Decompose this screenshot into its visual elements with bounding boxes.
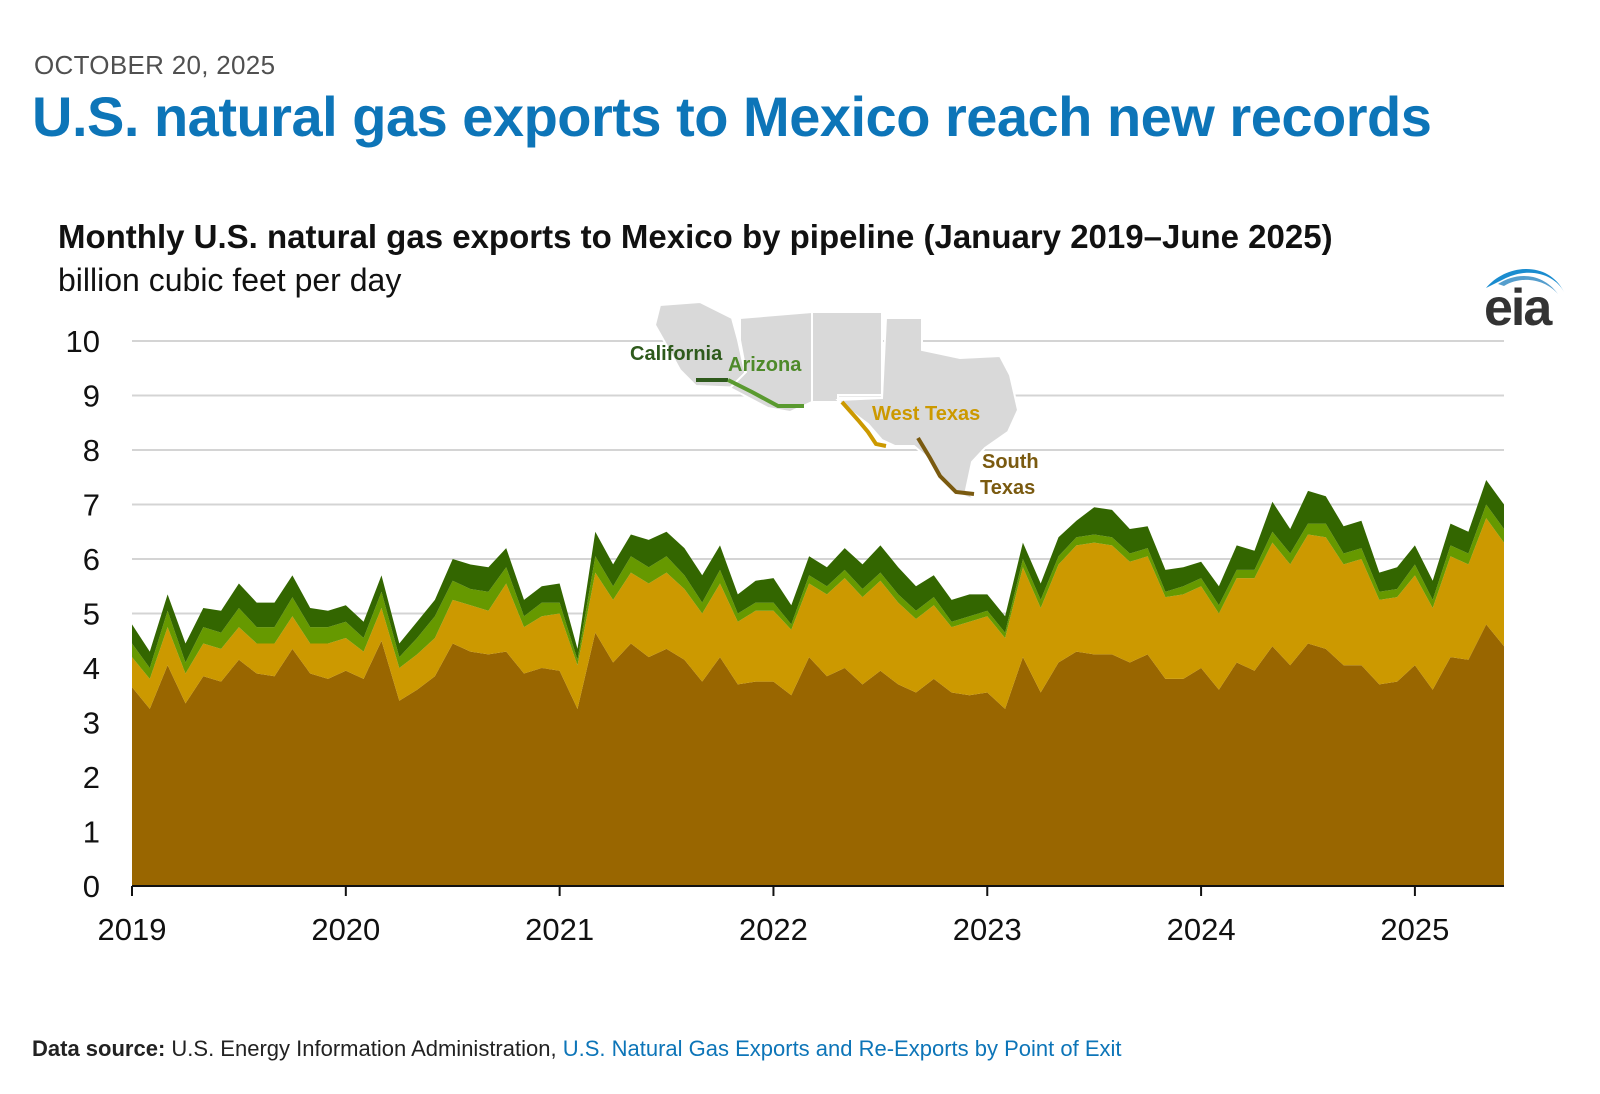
x-tick-label-2021: 2021 [525,912,594,947]
area-west-texas [132,518,1504,709]
logo-text: eia [1484,279,1552,337]
x-tick-label-2025: 2025 [1380,912,1449,947]
y-tick-label-3: 3 [83,706,100,741]
x-tick-label-2024: 2024 [1167,912,1236,947]
data-source-label: Data source: [32,1036,166,1061]
data-source-org: U.S. Energy Information Administration, [171,1036,557,1061]
y-tick-label-8: 8 [83,433,100,468]
map-label-south-texas-line2: Texas [980,477,1035,499]
area-california [132,480,1504,668]
y-tick-labels: 0 1 2 3 4 5 6 7 8 9 10 [66,324,100,904]
y-tick-label-1: 1 [83,815,100,850]
y-tick-label-9: 9 [83,379,100,414]
x-tick-label-2023: 2023 [953,912,1022,947]
map-label-california: California [630,343,723,365]
y-tick-label-2: 2 [83,760,100,795]
area-south-texas [132,624,1504,886]
eia-logo: eia [1476,262,1568,342]
x-tick-label-2019: 2019 [98,912,167,947]
area-arizona [132,504,1504,679]
inset-map: California Arizona West Texas South Texa… [630,300,1044,501]
texas-shape [835,317,1020,501]
map-label-arizona: Arizona [728,354,802,376]
map-label-west-texas: West Texas [872,403,980,425]
publication-date: OCTOBER 20, 2025 [34,50,276,80]
y-tick-label-0: 0 [83,869,100,904]
x-tick-label-2022: 2022 [739,912,808,947]
y-tick-label-7: 7 [83,488,100,523]
data-source: Data source: U.S. Energy Information Adm… [32,1036,1122,1062]
series-areas [132,480,1504,886]
west-texas-border-line [840,400,887,448]
eia-logo-swoosh-icon [1486,269,1564,294]
map-label-south-texas: South Texas [980,451,1044,499]
data-source-link[interactable]: U.S. Natural Gas Exports and Re-Exports … [562,1036,1122,1061]
x-tick-labels: 2019 2020 2021 2022 2023 2024 2025 [98,912,1450,947]
arizona-border-line [727,378,804,408]
chart-units: billion cubic feet per day [58,262,402,298]
y-tick-label-10: 10 [66,324,100,359]
y-tick-label-4: 4 [83,651,100,686]
y-tick-label-6: 6 [83,542,100,577]
y-tick-label-5: 5 [83,597,100,632]
map-label-south-texas-line1: South [982,451,1039,473]
new-mexico-shape [811,311,883,403]
south-texas-border-line [916,436,975,496]
page-title: U.S. natural gas exports to Mexico reach… [32,85,1432,148]
chart-title: Monthly U.S. natural gas exports to Mexi… [58,218,1333,255]
axes [131,885,1504,896]
x-tick-label-2020: 2020 [311,912,380,947]
